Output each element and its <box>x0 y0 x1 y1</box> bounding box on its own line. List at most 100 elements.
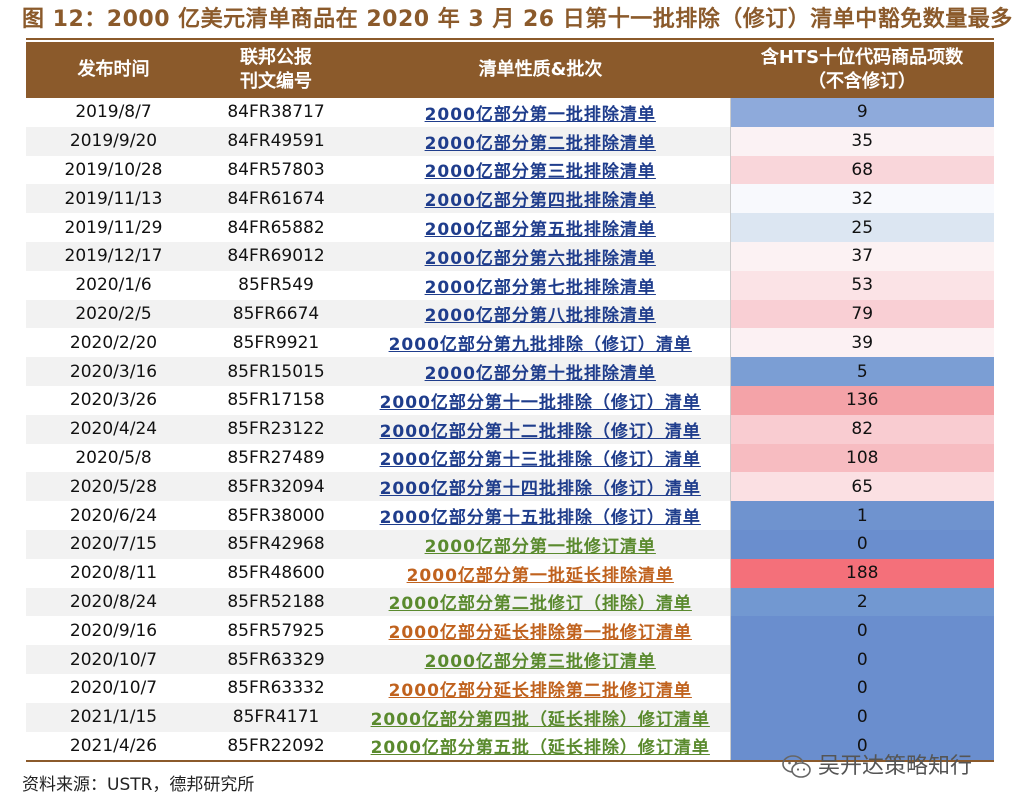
cell-date: 2020/4/24 <box>26 414 201 444</box>
cell-list-type: 2000亿部分第一批修订清单 <box>351 529 730 559</box>
cell-date: 2020/10/7 <box>26 673 201 703</box>
list-link[interactable]: 2000亿部分第二批修订（排除）清单 <box>388 594 692 615</box>
cell-doc-number: 85FR9921 <box>201 328 351 358</box>
table-row: 2019/10/28 84FR57803 2000亿部分第三批排除清单 68 <box>26 155 994 185</box>
table-row: 2020/10/7 85FR63332 2000亿部分延长排除第二批修订清单 0 <box>26 673 994 703</box>
cell-item-count: 79 <box>729 299 994 329</box>
cell-list-type: 2000亿部分第六批排除清单 <box>351 241 730 271</box>
cell-item-count: 108 <box>729 443 994 473</box>
header-item-count: 含HTS十位代码商品项数 （不含修订） <box>730 42 994 98</box>
cell-item-count: 37 <box>729 241 994 271</box>
cell-list-type: 2000亿部分第八批排除清单 <box>351 299 730 329</box>
cell-date: 2020/6/24 <box>26 501 201 530</box>
title-divider <box>26 38 994 40</box>
cell-item-count: 32 <box>729 184 994 214</box>
list-link[interactable]: 2000亿部分第五批（延长排除）修订清单 <box>370 738 710 759</box>
header-date-line1: 发布时间 <box>77 59 150 80</box>
list-link[interactable]: 2000亿部分第五批排除清单 <box>424 220 656 241</box>
cell-list-type: 2000亿部分第四批排除清单 <box>351 184 730 214</box>
list-link[interactable]: 2000亿部分第一批排除清单 <box>424 104 656 125</box>
cell-doc-number: 85FR32094 <box>201 472 351 502</box>
table-row: 2021/4/26 85FR22092 2000亿部分第五批（延长排除）修订清单 0 <box>26 731 994 761</box>
list-link[interactable]: 2000亿部分第十批排除清单 <box>424 364 656 385</box>
cell-doc-number: 85FR48600 <box>201 558 351 588</box>
list-link[interactable]: 2000亿部分第一批延长排除清单 <box>406 565 674 586</box>
cell-doc-number: 85FR63332 <box>201 673 351 703</box>
cell-doc-number: 85FR23122 <box>201 414 351 444</box>
exclusion-list-table: 发布时间 联邦公报 刊文编号 清单性质&批次 含HTS十位代码商品项数 （不含修… <box>26 42 994 761</box>
list-link[interactable]: 2000亿部分第十四批排除（修订）清单 <box>379 479 701 500</box>
cell-item-count: 0 <box>729 645 994 674</box>
list-link[interactable]: 2000亿部分第十二批排除（修订）清单 <box>379 421 701 442</box>
cell-date: 2020/3/26 <box>26 385 201 415</box>
header-count-line2: （不含修订） <box>808 71 916 92</box>
list-link[interactable]: 2000亿部分第九批排除（修订）清单 <box>388 335 692 356</box>
cell-list-type: 2000亿部分第一批排除清单 <box>351 98 730 127</box>
cell-date: 2019/11/13 <box>26 184 201 214</box>
cell-list-type: 2000亿部分第三批排除清单 <box>351 155 730 185</box>
cell-doc-number: 85FR15015 <box>201 357 351 386</box>
cell-item-count: 53 <box>729 270 994 300</box>
cell-item-count: 82 <box>729 414 994 444</box>
cell-list-type: 2000亿部分第五批排除清单 <box>351 213 730 242</box>
cell-list-type: 2000亿部分延长排除第一批修订清单 <box>351 616 730 646</box>
list-link[interactable]: 2000亿部分第十三批排除（修订）清单 <box>379 450 701 471</box>
list-link[interactable]: 2000亿部分第三批排除清单 <box>424 162 656 183</box>
cell-list-type: 2000亿部分第十批排除清单 <box>351 357 730 386</box>
cell-item-count: 5 <box>729 357 994 386</box>
cell-date: 2019/10/28 <box>26 155 201 185</box>
header-list-type: 清单性质&批次 <box>351 42 730 98</box>
cell-doc-number: 84FR61674 <box>201 184 351 214</box>
list-link[interactable]: 2000亿部分第七批排除清单 <box>424 277 656 298</box>
table-row: 2020/2/20 85FR9921 2000亿部分第九批排除（修订）清单 39 <box>26 328 994 358</box>
cell-item-count: 136 <box>729 385 994 415</box>
table-bottom-rule <box>26 760 994 762</box>
cell-date: 2021/4/26 <box>26 731 201 761</box>
list-link[interactable]: 2000亿部分第十一批排除（修订）清单 <box>379 392 701 413</box>
cell-date: 2021/1/15 <box>26 702 201 732</box>
table-row: 2020/8/11 85FR48600 2000亿部分第一批延长排除清单 188 <box>26 558 994 588</box>
list-link[interactable]: 2000亿部分第八批排除清单 <box>424 306 656 327</box>
header-desc-line1: 清单性质&批次 <box>478 59 603 80</box>
table-header-row: 发布时间 联邦公报 刊文编号 清单性质&批次 含HTS十位代码商品项数 （不含修… <box>26 42 994 98</box>
cell-item-count: 0 <box>729 616 994 646</box>
list-link[interactable]: 2000亿部分第三批修订清单 <box>424 652 656 673</box>
table-row: 2020/9/16 85FR57925 2000亿部分延长排除第一批修订清单 0 <box>26 616 994 646</box>
cell-date: 2019/8/7 <box>26 98 201 127</box>
list-link[interactable]: 2000亿部分第四批（延长排除）修订清单 <box>370 709 710 730</box>
table-row: 2019/11/13 84FR61674 2000亿部分第四批排除清单 32 <box>26 184 994 214</box>
cell-doc-number: 85FR17158 <box>201 385 351 415</box>
cell-item-count: 1 <box>729 501 994 530</box>
list-link[interactable]: 2000亿部分延长排除第二批修订清单 <box>388 680 692 701</box>
cell-doc-number: 85FR4171 <box>201 702 351 732</box>
figure-title: 图 12：2000 亿美元清单商品在 2020 年 3 月 26 日第十一批排除… <box>22 7 1013 32</box>
table-row: 2020/7/15 85FR42968 2000亿部分第一批修订清单 0 <box>26 529 994 559</box>
cell-doc-number: 84FR69012 <box>201 241 351 271</box>
table-row: 2020/3/26 85FR17158 2000亿部分第十一批排除（修订）清单 136 <box>26 385 994 415</box>
header-doc-line1: 联邦公报 <box>240 47 312 68</box>
list-link[interactable]: 2000亿部分延长排除第一批修订清单 <box>388 623 692 644</box>
cell-list-type: 2000亿部分第十二批排除（修订）清单 <box>351 414 730 444</box>
cell-date: 2020/1/6 <box>26 270 201 300</box>
list-link[interactable]: 2000亿部分第四批排除清单 <box>424 191 656 212</box>
header-date: 发布时间 <box>26 42 201 98</box>
cell-list-type: 2000亿部分第七批排除清单 <box>351 270 730 300</box>
cell-doc-number: 84FR65882 <box>201 213 351 242</box>
watermark-text: 吴开达策略知行 <box>818 754 973 779</box>
table-row: 2019/9/20 84FR49591 2000亿部分第二批排除清单 35 <box>26 126 994 156</box>
wechat-icon <box>782 755 811 778</box>
cell-list-type: 2000亿部分第十五批排除（修订）清单 <box>351 501 730 530</box>
cell-list-type: 2000亿部分第十一批排除（修订）清单 <box>351 385 730 415</box>
list-link[interactable]: 2000亿部分第一批修订清单 <box>424 536 656 557</box>
cell-list-type: 2000亿部分第三批修订清单 <box>351 645 730 674</box>
list-link[interactable]: 2000亿部分第二批排除清单 <box>424 133 656 154</box>
cell-date: 2020/2/5 <box>26 299 201 329</box>
cell-doc-number: 85FR27489 <box>201 443 351 473</box>
header-doc-line2: 刊文编号 <box>240 71 312 92</box>
cell-doc-number: 85FR63329 <box>201 645 351 674</box>
table-row: 2020/8/24 85FR52188 2000亿部分第二批修订（排除）清单 2 <box>26 587 994 617</box>
table-row: 2020/3/16 85FR15015 2000亿部分第十批排除清单 5 <box>26 357 994 386</box>
list-link[interactable]: 2000亿部分第十五批排除（修订）清单 <box>379 508 701 529</box>
cell-item-count: 0 <box>729 673 994 703</box>
list-link[interactable]: 2000亿部分第六批排除清单 <box>424 248 656 269</box>
